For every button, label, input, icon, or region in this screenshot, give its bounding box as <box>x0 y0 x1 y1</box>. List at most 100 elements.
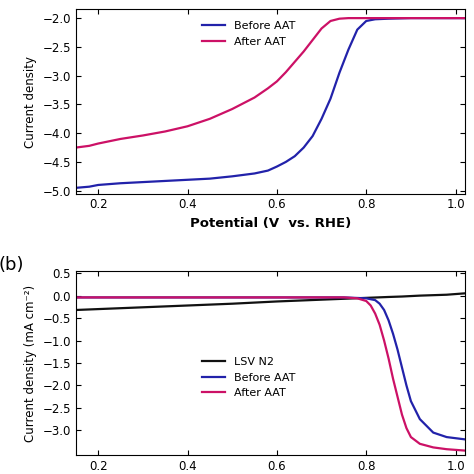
Before AAT <box>377 301 383 307</box>
After AAT <box>252 95 257 100</box>
LSV N2 <box>399 294 405 300</box>
Before AAT <box>355 27 360 32</box>
Before AAT <box>408 398 414 404</box>
Before AAT <box>292 154 298 159</box>
After AAT <box>95 294 101 300</box>
Before AAT <box>229 294 235 300</box>
Line: Before AAT: Before AAT <box>76 297 465 439</box>
After AAT <box>207 116 213 122</box>
Before AAT <box>274 294 280 300</box>
After AAT <box>301 49 307 55</box>
After AAT <box>185 123 191 129</box>
Before AAT <box>408 15 414 21</box>
After AAT <box>381 337 387 343</box>
After AAT <box>390 376 396 382</box>
After AAT <box>386 356 392 361</box>
After AAT <box>310 37 316 43</box>
Before AAT <box>229 173 235 179</box>
Before AAT <box>265 168 271 173</box>
Before AAT <box>444 434 449 440</box>
Y-axis label: Current density: Current density <box>24 55 37 147</box>
After AAT <box>274 294 280 300</box>
Before AAT <box>372 17 378 22</box>
After AAT <box>328 18 333 24</box>
Before AAT <box>274 164 280 169</box>
Before AAT <box>310 133 316 139</box>
After AAT <box>430 445 436 450</box>
Before AAT <box>319 294 324 300</box>
After AAT <box>140 133 146 138</box>
After AAT <box>229 106 235 112</box>
After AAT <box>185 294 191 300</box>
After AAT <box>417 441 423 447</box>
Before AAT <box>337 70 342 76</box>
After AAT <box>395 394 401 400</box>
Before AAT <box>390 331 396 337</box>
Before AAT <box>95 182 101 188</box>
LSV N2 <box>140 304 146 310</box>
LSV N2 <box>364 295 369 301</box>
Y-axis label: Current density (mA cm⁻²): Current density (mA cm⁻²) <box>24 284 37 442</box>
Before AAT <box>364 18 369 24</box>
After AAT <box>403 425 409 431</box>
After AAT <box>86 143 92 149</box>
After AAT <box>372 311 378 317</box>
Line: After AAT: After AAT <box>76 18 465 147</box>
Before AAT <box>140 294 146 300</box>
LSV N2 <box>417 293 423 299</box>
Before AAT <box>95 294 101 300</box>
After AAT <box>265 85 271 91</box>
After AAT <box>283 69 289 75</box>
LSV N2 <box>386 294 392 300</box>
Before AAT <box>386 16 392 21</box>
After AAT <box>319 26 324 31</box>
After AAT <box>355 15 360 21</box>
Before AAT <box>140 179 146 185</box>
Before AAT <box>207 176 213 182</box>
After AAT <box>444 447 449 452</box>
After AAT <box>386 15 392 21</box>
After AAT <box>399 412 405 418</box>
After AAT <box>341 294 347 300</box>
Before AAT <box>163 178 168 184</box>
Before AAT <box>381 307 387 313</box>
Before AAT <box>462 15 467 21</box>
After AAT <box>408 434 414 440</box>
LSV N2 <box>462 291 467 296</box>
Before AAT <box>252 171 257 176</box>
Before AAT <box>301 145 307 150</box>
After AAT <box>73 294 79 300</box>
LSV N2 <box>229 301 235 307</box>
Before AAT <box>417 416 423 422</box>
After AAT <box>346 15 351 21</box>
After AAT <box>292 59 298 64</box>
LSV N2 <box>444 292 449 298</box>
Before AAT <box>462 437 467 442</box>
After AAT <box>337 16 342 21</box>
After AAT <box>163 128 168 134</box>
Line: LSV N2: LSV N2 <box>76 293 465 310</box>
Text: (b): (b) <box>0 256 24 274</box>
X-axis label: Potential (V  vs. RHE): Potential (V vs. RHE) <box>190 217 351 230</box>
Before AAT <box>86 184 92 190</box>
After AAT <box>95 141 101 146</box>
Before AAT <box>399 365 405 370</box>
After AAT <box>368 303 374 309</box>
Before AAT <box>328 96 333 101</box>
Before AAT <box>73 185 79 191</box>
Before AAT <box>386 318 392 323</box>
Before AAT <box>430 430 436 436</box>
After AAT <box>118 136 123 142</box>
Before AAT <box>283 159 289 165</box>
Before AAT <box>364 295 369 301</box>
After AAT <box>462 448 467 454</box>
LSV N2 <box>73 307 79 313</box>
Line: After AAT: After AAT <box>76 297 465 451</box>
After AAT <box>140 294 146 300</box>
Before AAT <box>395 346 401 352</box>
LSV N2 <box>408 293 414 299</box>
After AAT <box>229 294 235 300</box>
Before AAT <box>73 294 79 300</box>
After AAT <box>355 295 360 301</box>
LSV N2 <box>95 306 101 312</box>
